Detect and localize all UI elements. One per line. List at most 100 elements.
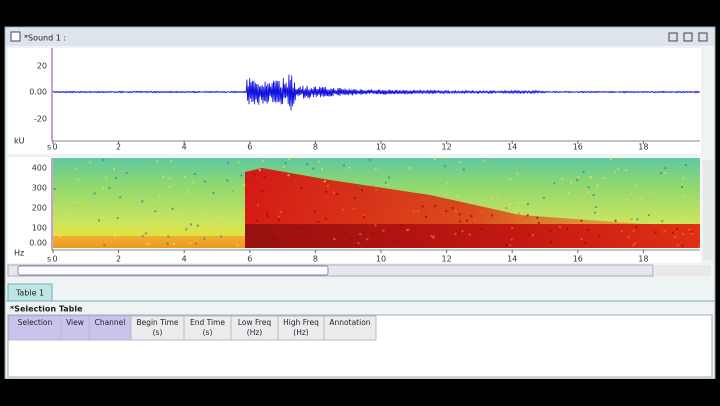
speckle [586, 229, 589, 232]
speckle [570, 181, 573, 184]
speckle [168, 177, 171, 180]
zoom-buttons[interactable] [703, 160, 713, 260]
column-header-label[interactable]: Selection [18, 318, 53, 327]
column-header-label[interactable]: (Hz) [247, 328, 263, 337]
speckle [470, 215, 473, 218]
speckle [53, 188, 56, 190]
speckle [698, 245, 700, 248]
speckle [278, 215, 281, 218]
speckle [102, 186, 104, 189]
speckle [531, 234, 534, 236]
speckle [63, 207, 66, 209]
speckle [332, 191, 335, 194]
speckle [168, 185, 171, 188]
speckle [349, 244, 352, 247]
speckle [516, 172, 519, 175]
x-tick-label: 10 [376, 255, 386, 264]
speckle [360, 189, 363, 191]
column-header-label[interactable]: Begin Time [136, 318, 178, 327]
y-tick-label: 200 [32, 204, 47, 213]
column-header-label[interactable]: Channel [95, 318, 126, 327]
speckle [190, 223, 192, 226]
column-header[interactable] [60, 315, 90, 341]
speckle [583, 195, 585, 198]
speckle [388, 176, 390, 179]
close-button[interactable] [698, 32, 708, 42]
column-header-label[interactable]: End Time [190, 318, 225, 327]
x-tick-label: 14 [507, 143, 517, 152]
speckle [204, 214, 207, 217]
speckle [445, 210, 448, 213]
speckle [497, 197, 500, 200]
column-header-label[interactable]: (s) [203, 328, 213, 337]
scrollbar[interactable] [7, 264, 654, 277]
column-header[interactable] [130, 315, 185, 341]
column-header-label[interactable]: Low Freq [238, 318, 271, 327]
speckle [261, 190, 264, 193]
speckle [461, 230, 464, 233]
column-header-label[interactable]: (Hz) [293, 328, 309, 337]
speckle [567, 191, 570, 194]
speckle [273, 237, 276, 240]
speckle [220, 235, 223, 238]
speckle [384, 181, 387, 184]
speckle [325, 190, 328, 193]
speckle [116, 217, 119, 220]
column-header-label[interactable]: View [66, 318, 84, 327]
speckle [430, 235, 433, 238]
speckle [59, 235, 61, 238]
speckle [598, 234, 601, 237]
speckle [374, 224, 377, 227]
column-header[interactable] [277, 315, 325, 341]
speckle [145, 242, 148, 245]
speckle [549, 229, 552, 232]
speckle [237, 161, 240, 164]
window-icon[interactable] [10, 31, 21, 42]
speckle [158, 200, 161, 203]
speckle [454, 232, 457, 235]
column-header[interactable] [183, 315, 232, 341]
x-tick-label: 0 [52, 255, 57, 264]
speckle [474, 218, 476, 221]
speckle [189, 242, 192, 245]
column-header[interactable] [8, 315, 62, 341]
speckle [271, 236, 274, 239]
speckle [462, 168, 465, 171]
column-header[interactable] [323, 315, 377, 341]
speckle [158, 195, 161, 198]
speckle [267, 215, 269, 218]
speckle [240, 174, 243, 177]
speckle [664, 167, 667, 170]
column-header[interactable] [230, 315, 279, 341]
tab-label[interactable]: Table 1 [15, 289, 44, 298]
speckle [510, 238, 513, 241]
speckle [682, 177, 685, 180]
view-buttons[interactable] [655, 265, 711, 276]
speckle [212, 192, 215, 194]
speckle [226, 179, 229, 182]
speckle [592, 194, 595, 197]
minimize-button[interactable] [668, 32, 678, 42]
speckle [108, 187, 111, 189]
speckle [636, 218, 639, 221]
speckle [342, 208, 345, 211]
speckle [236, 244, 239, 247]
column-header-label[interactable]: (s) [153, 328, 163, 337]
scroll-thumb[interactable] [17, 265, 329, 276]
speckle [301, 228, 304, 231]
speckle [681, 244, 684, 247]
x-tick-label: 4 [182, 255, 187, 264]
speckle [682, 194, 685, 197]
speckle [168, 229, 171, 232]
speckle [614, 219, 617, 222]
column-header-label[interactable]: Annotation [329, 318, 370, 327]
speckle [287, 174, 290, 177]
maximize-button[interactable] [683, 32, 693, 42]
speckle [119, 196, 122, 199]
x-tick-label: 16 [573, 255, 583, 264]
column-header-label[interactable]: High Freq [283, 318, 319, 327]
speckle [480, 228, 483, 231]
speckle [663, 229, 666, 232]
speckle [282, 165, 285, 168]
speckle [336, 193, 339, 195]
